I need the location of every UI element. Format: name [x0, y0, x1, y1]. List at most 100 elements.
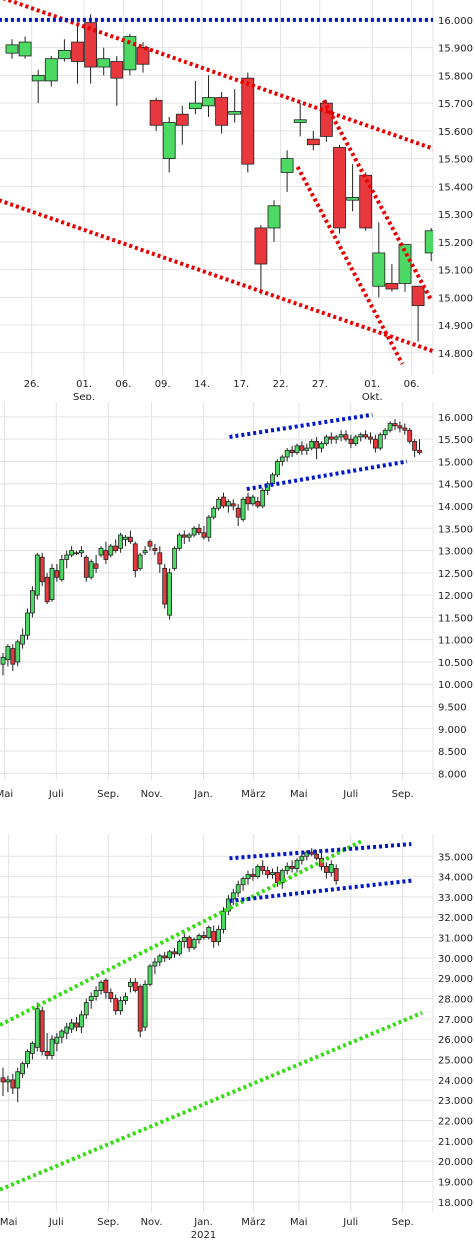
candle-up [49, 1038, 55, 1056]
y-tick-label: 24.000 [438, 1076, 473, 1087]
y-tick-label: 15.700 [438, 99, 473, 110]
candle-down [201, 935, 207, 938]
y-ticks: 18.000 19.000 20.000 21.000 22.000 23.000 24.0… [438, 852, 473, 1209]
candle-up [69, 1022, 74, 1030]
y-tick-label: 10.000 [438, 680, 473, 691]
candle-up [211, 507, 217, 518]
candle-up [157, 955, 163, 963]
x-tick-label: 01. [76, 379, 92, 390]
candle-down [74, 1022, 79, 1028]
candle-down [71, 41, 84, 62]
y-tick-label: 15.000 [438, 457, 473, 468]
candle-up [294, 445, 300, 453]
candle-up [202, 97, 215, 107]
y-tick-label: 34.000 [438, 873, 473, 884]
candle-down [314, 441, 320, 449]
candle-up [191, 527, 197, 536]
candles [5, 14, 433, 342]
candle-up [172, 547, 177, 569]
candle-down [254, 227, 268, 265]
candle-up [142, 983, 148, 1028]
candle-up [59, 1030, 65, 1038]
candle-up [216, 498, 222, 509]
y-tick-label: 27.000 [438, 1015, 473, 1026]
candle-up [284, 866, 290, 871]
y-tick-label: 11.000 [438, 636, 473, 647]
candle-up [79, 550, 84, 554]
x-tick-label: Sep. [97, 789, 119, 800]
candle-up [424, 230, 433, 254]
candle-down [306, 138, 320, 146]
y-tick-label: 15.800 [438, 71, 473, 82]
candle-up [206, 927, 212, 938]
candle-up [98, 981, 104, 991]
x-tick-label: Sep. [392, 1217, 414, 1228]
grid [0, 402, 434, 780]
candle-up [323, 436, 329, 445]
candle-down [323, 866, 329, 873]
candle-down [39, 556, 45, 583]
candle-down [250, 874, 256, 877]
candle-down [54, 570, 60, 578]
candle-up [319, 443, 324, 449]
green-trendline [0, 1010, 423, 1192]
candle-up [5, 44, 19, 54]
y-tick-label: 9.500 [438, 702, 467, 713]
blue-trendline [229, 412, 373, 439]
y-tick-label: 15.400 [438, 182, 473, 193]
candle-up [181, 937, 187, 943]
candle-down [108, 992, 114, 999]
candle-up [358, 434, 364, 438]
candle-up [5, 645, 11, 661]
candle-down [103, 979, 109, 993]
x-tick-label: 09. [155, 379, 171, 390]
candle-down [328, 436, 334, 440]
candle-up [123, 996, 128, 1001]
trendlines [229, 412, 408, 492]
candle-down [314, 853, 320, 859]
candle-down [162, 567, 168, 605]
candle-up [20, 1063, 26, 1075]
month-label: Sep. [73, 392, 95, 400]
candle-up [240, 878, 246, 886]
candle-up [186, 534, 192, 538]
chart-2-medium-term: 8.000 8.500 9.000 9.500 10.000 10.500 11.000 11… [0, 402, 473, 800]
chart-3-long-term: 18.000 19.000 20.000 21.000 22.000 23.000 24.0… [0, 834, 473, 1241]
candle-up [294, 859, 300, 869]
candle-up [93, 990, 99, 997]
candle-up [34, 554, 40, 596]
x-tick-label: 26. [24, 379, 40, 390]
candle-down [215, 97, 229, 126]
y-ticks: 14.800 14.900 15.000 15.100 15.200 15.300 15.4… [438, 16, 473, 360]
candle-up [279, 870, 285, 884]
candle-down [10, 648, 16, 665]
candle-down [149, 99, 163, 126]
candle-down [241, 77, 255, 165]
x-tick-label: 06. [115, 379, 131, 390]
y-tick-label: 15.100 [438, 266, 473, 277]
y-tick-label: 15.200 [438, 238, 473, 249]
candle-up [260, 490, 266, 507]
candle-down [411, 285, 425, 307]
x-tick-label: Sep. [97, 1217, 119, 1228]
y-tick-label: 30.000 [438, 954, 473, 965]
candle-down [147, 541, 153, 547]
candle-up [387, 423, 393, 431]
green-trendline [0, 838, 365, 1027]
candle-up [59, 559, 65, 580]
candle-down [83, 556, 89, 578]
candle-down [392, 423, 398, 427]
y-tick-label: 15.600 [438, 127, 473, 138]
candle-down [368, 436, 373, 440]
candle-down [39, 1010, 45, 1052]
candle-up [346, 197, 360, 201]
candle-up [79, 1014, 84, 1028]
x-tick-label: Mai [0, 789, 13, 800]
candle-down [221, 496, 226, 507]
y-tick-label: 29.000 [438, 974, 473, 985]
candle-up [123, 536, 128, 540]
candle-down [132, 981, 138, 991]
candle-up [191, 939, 197, 949]
year-label: 2021 [191, 1230, 216, 1241]
candle-down [289, 866, 295, 869]
